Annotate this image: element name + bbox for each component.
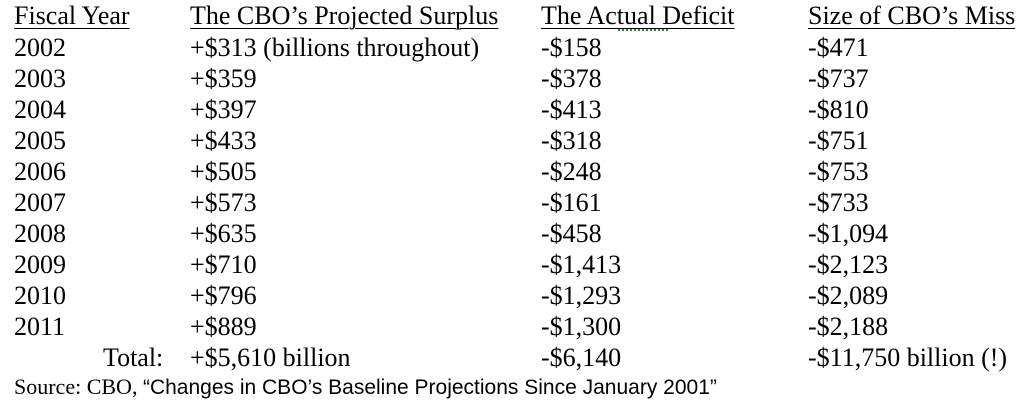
header-projected-surplus: The CBO’s Projected Surplus [190,1,499,30]
deficit-cell: -$1,413 [541,250,622,279]
deficit-cell: -$378 [541,64,602,93]
total-miss: -$11,750 billion (!) [808,343,1008,372]
miss-cell: -$737 [808,64,869,93]
surplus-cell: +$796 [190,281,257,310]
year-cell: 2005 [14,126,66,155]
deficit-cell: -$248 [541,157,602,186]
source-citation: Source: CBO, “Changes in CBO’s Baseline … [14,372,717,403]
total-label: Total: [103,343,164,372]
table-row: 2008 +$635 -$458 -$1,094 [0,218,1029,249]
deficit-cell: -$1,300 [541,312,622,341]
deficit-cell: -$1,293 [541,281,622,310]
year-cell: 2003 [14,64,66,93]
total-surplus: +$5,610 billion [190,343,351,372]
table-row: 2010 +$796 -$1,293 -$2,089 [0,280,1029,311]
year-cell: 2010 [14,281,66,310]
surplus-cell: +$505 [190,157,257,186]
miss-cell: -$2,089 [808,281,889,310]
table-row: 2002 +$313 (billions throughout) -$158 -… [0,32,1029,63]
miss-cell: -$810 [808,95,869,124]
year-cell: 2002 [14,33,66,62]
table-row: 2004 +$397 -$413 -$810 [0,94,1029,125]
surplus-cell: +$573 [190,188,257,217]
table-header-row: Fiscal Year The CBO’s Projected Surplus … [0,0,1029,32]
table-row: 2007 +$573 -$161 -$733 [0,187,1029,218]
miss-cell: -$2,188 [808,312,889,341]
deficit-cell: -$458 [541,219,602,248]
cbo-projection-table: Fiscal Year The CBO’s Projected Surplus … [0,0,1029,373]
surplus-cell: +$397 [190,95,257,124]
header-actual-deficit: The Actual Deficit [541,1,735,30]
surplus-cell: +$359 [190,64,257,93]
header-cbo-miss: Size of CBO’s Miss [808,1,1016,30]
miss-cell: -$751 [808,126,869,155]
table-row: 2006 +$505 -$248 -$753 [0,156,1029,187]
deficit-cell: -$161 [541,188,602,217]
source-prefix: Source: CBO, [14,374,143,399]
spellcheck-underline [617,28,669,32]
deficit-cell: -$318 [541,126,602,155]
source-title: “Changes in CBO’s Baseline Projections S… [142,376,717,399]
surplus-cell: +$313 (billions throughout) [190,33,480,62]
deficit-cell: -$158 [541,33,602,62]
header-fiscal-year: Fiscal Year [14,1,130,30]
table-row: 2003 +$359 -$378 -$737 [0,63,1029,94]
year-cell: 2007 [14,188,66,217]
surplus-cell: +$710 [190,250,257,279]
table-row: 2011 +$889 -$1,300 -$2,188 [0,311,1029,342]
year-cell: 2004 [14,95,66,124]
total-deficit: -$6,140 [541,343,622,372]
surplus-cell: +$433 [190,126,257,155]
miss-cell: -$733 [808,188,869,217]
surplus-cell: +$635 [190,219,257,248]
year-cell: 2011 [14,312,66,341]
surplus-cell: +$889 [190,312,257,341]
year-cell: 2006 [14,157,66,186]
miss-cell: -$471 [808,33,869,62]
table-row: 2009 +$710 -$1,413 -$2,123 [0,249,1029,280]
deficit-cell: -$413 [541,95,602,124]
year-cell: 2008 [14,219,66,248]
year-cell: 2009 [14,250,66,279]
miss-cell: -$1,094 [808,219,889,248]
miss-cell: -$2,123 [808,250,889,279]
table-row: 2005 +$433 -$318 -$751 [0,125,1029,156]
totals-row: Total: +$5,610 billion -$6,140 -$11,750 … [0,342,1029,373]
miss-cell: -$753 [808,157,869,186]
